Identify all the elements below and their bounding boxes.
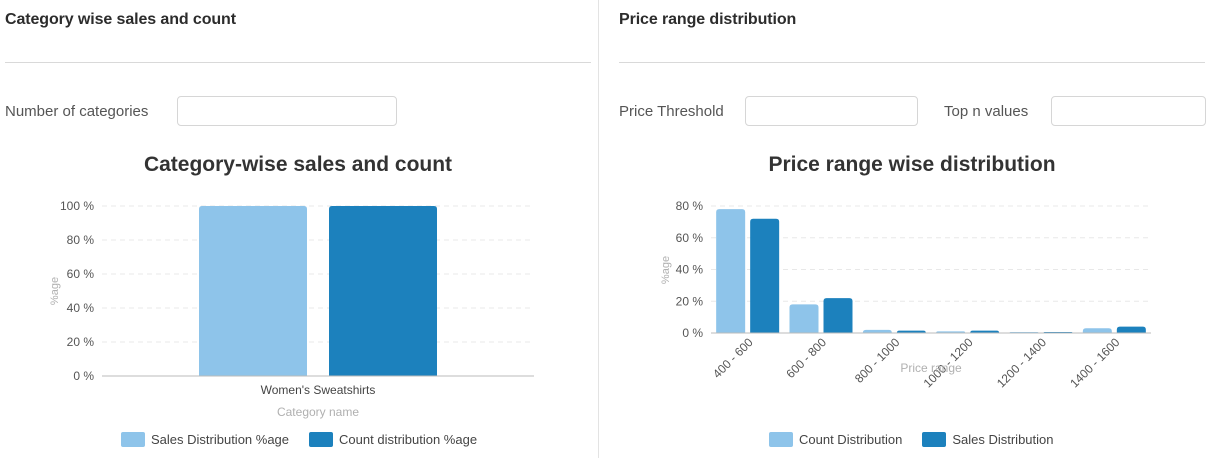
bar: [862, 329, 892, 333]
chart-legend: Sales Distribution %age Count distributi…: [121, 432, 477, 447]
x-tick-label: 1400 - 1600: [1067, 335, 1122, 390]
x-tick-label: 800 - 1000: [852, 335, 903, 386]
y-tick-label: 80 %: [676, 199, 704, 213]
legend-swatch: [309, 432, 334, 447]
category-sales-chart: Category-wise sales and count 0 % 20 % 40 %…: [49, 153, 534, 419]
legend-swatch: [769, 432, 793, 447]
chart-title: Category-wise sales and count: [144, 153, 452, 176]
bar: [199, 206, 307, 376]
panel-title: Category wise sales and count: [5, 11, 236, 28]
x-tick-label: Women's Sweatshirts: [261, 383, 376, 397]
legend-swatch: [922, 432, 947, 447]
price-range-panel: Price range distribution Price Threshold…: [606, 0, 1212, 458]
bar: [789, 304, 819, 333]
x-tick-label: 1200 - 1400: [994, 335, 1049, 390]
y-tick-label: 40 %: [676, 263, 704, 277]
x-tick-label: 600 - 800: [783, 335, 829, 381]
chart-legend: Count Distribution Sales Distribution: [769, 432, 1053, 447]
top-n-values-input[interactable]: [1051, 96, 1206, 126]
y-axis-label: %age: [660, 256, 672, 284]
legend-label: Sales Distribution %age: [151, 432, 290, 447]
panel-divider: [598, 0, 599, 458]
panel-title: Price range distribution: [619, 11, 797, 28]
bar: [716, 209, 746, 333]
x-axis-label: Category name: [277, 405, 359, 419]
legend-item-sales-distribution[interactable]: Sales Distribution %age: [121, 432, 289, 447]
price-range-chart: Price range wise distribution 0 % 20 % 40 %…: [660, 153, 1151, 390]
y-tick-label: 60 %: [67, 267, 95, 281]
x-tick-label: 400 - 600: [710, 335, 756, 381]
x-axis-label: Price range: [900, 361, 962, 375]
price-threshold-input[interactable]: [745, 96, 918, 126]
bar: [750, 218, 780, 333]
chart-title: Price range wise distribution: [768, 153, 1055, 176]
y-tick-label: 80 %: [67, 233, 95, 247]
divider: [619, 62, 1205, 63]
price-threshold-label: Price Threshold: [619, 103, 724, 120]
legend-item-count-distribution[interactable]: Count Distribution: [769, 432, 902, 447]
bar: [823, 298, 853, 333]
y-tick-label: 40 %: [67, 301, 95, 315]
y-axis-label: %age: [49, 277, 61, 305]
legend-label: Count Distribution: [799, 432, 903, 447]
bar: [896, 330, 926, 333]
y-tick-label: 20 %: [676, 294, 704, 308]
y-tick-label: 100 %: [60, 199, 94, 213]
legend-item-sales-distribution[interactable]: Sales Distribution: [922, 432, 1053, 447]
y-tick-label: 60 %: [676, 231, 704, 245]
number-of-categories-input[interactable]: [177, 96, 397, 126]
y-tick-label: 0 %: [682, 326, 703, 340]
y-tick-label: 20 %: [67, 335, 95, 349]
number-of-categories-label: Number of categories: [5, 103, 149, 120]
bar: [970, 330, 1000, 333]
bar: [1082, 328, 1112, 333]
category-sales-panel: Category wise sales and count Number of …: [0, 0, 598, 458]
divider: [5, 62, 591, 63]
legend-label: Count distribution %age: [339, 432, 478, 447]
legend-swatch: [121, 432, 145, 447]
y-tick-label: 0 %: [73, 369, 94, 383]
legend-label: Sales Distribution: [952, 432, 1054, 447]
legend-item-count-distribution[interactable]: Count distribution %age: [309, 432, 477, 447]
bar: [1116, 326, 1146, 333]
top-n-values-label: Top n values: [944, 103, 1029, 120]
bar: [329, 206, 437, 376]
